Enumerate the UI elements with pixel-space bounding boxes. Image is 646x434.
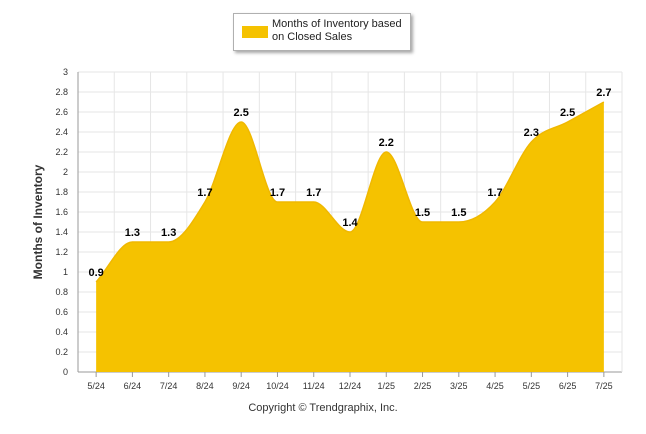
x-tick-label: 4/25 [486,381,504,391]
y-tick-label: 0.6 [55,307,68,317]
y-axis-title: Months of Inventory [31,164,45,279]
x-tick-label: 5/25 [523,381,541,391]
y-tick-label: 0 [63,367,68,377]
data-label: 2.3 [524,127,539,139]
y-tick-label: 2.2 [55,147,68,157]
y-tick-label: 2 [63,167,68,177]
x-tick-label: 5/24 [87,381,105,391]
data-label: 1.7 [487,187,502,199]
y-tick-label: 3 [63,67,68,77]
data-label: 1.7 [197,187,212,199]
y-tick-label: 2.6 [55,107,68,117]
y-tick-label: 0.8 [55,287,68,297]
y-tick-label: 0.4 [55,327,68,337]
data-label: 1.5 [451,207,466,219]
y-tick-label: 2.8 [55,87,68,97]
data-label: 1.3 [125,227,140,239]
x-tick-label: 6/25 [559,381,577,391]
data-label: 1.7 [270,187,285,199]
x-tick-label: 7/25 [595,381,613,391]
y-tick-label: 2.4 [55,127,68,137]
x-tick-label: 3/25 [450,381,468,391]
chart-legend: Months of Inventory based on Closed Sale… [233,13,411,51]
x-tick-label: 7/24 [160,381,178,391]
x-tick-label: 1/25 [378,381,396,391]
series-line [95,101,605,283]
series-area [96,102,604,372]
data-label: 1.5 [415,207,430,219]
data-label: 2.5 [560,107,575,119]
data-label: 2.2 [379,137,394,149]
y-tick-label: 1.8 [55,187,68,197]
x-tick-label: 6/24 [124,381,142,391]
y-tick-label: 1.6 [55,207,68,217]
x-tick-label: 8/24 [196,381,214,391]
data-label: 2.7 [596,87,611,99]
data-label: 0.9 [88,267,103,279]
legend-swatch [242,26,268,38]
data-label: 1.4 [342,217,358,229]
x-tick-label: 10/24 [266,381,289,391]
x-tick-label: 9/24 [232,381,250,391]
x-tick-label: 12/24 [339,381,362,391]
data-label: 1.3 [161,227,176,239]
data-label: 2.5 [234,107,249,119]
y-tick-label: 1.4 [55,227,68,237]
y-tick-label: 0.2 [55,347,68,357]
legend-label: Months of Inventory based on Closed Sale… [272,18,402,43]
copyright-text: Copyright © Trendgraphix, Inc. [248,402,398,414]
y-tick-label: 1 [63,267,68,277]
x-tick-label: 11/24 [303,381,325,391]
x-tick-label: 2/25 [414,381,432,391]
y-tick-label: 1.2 [55,247,68,257]
data-label: 1.7 [306,187,321,199]
